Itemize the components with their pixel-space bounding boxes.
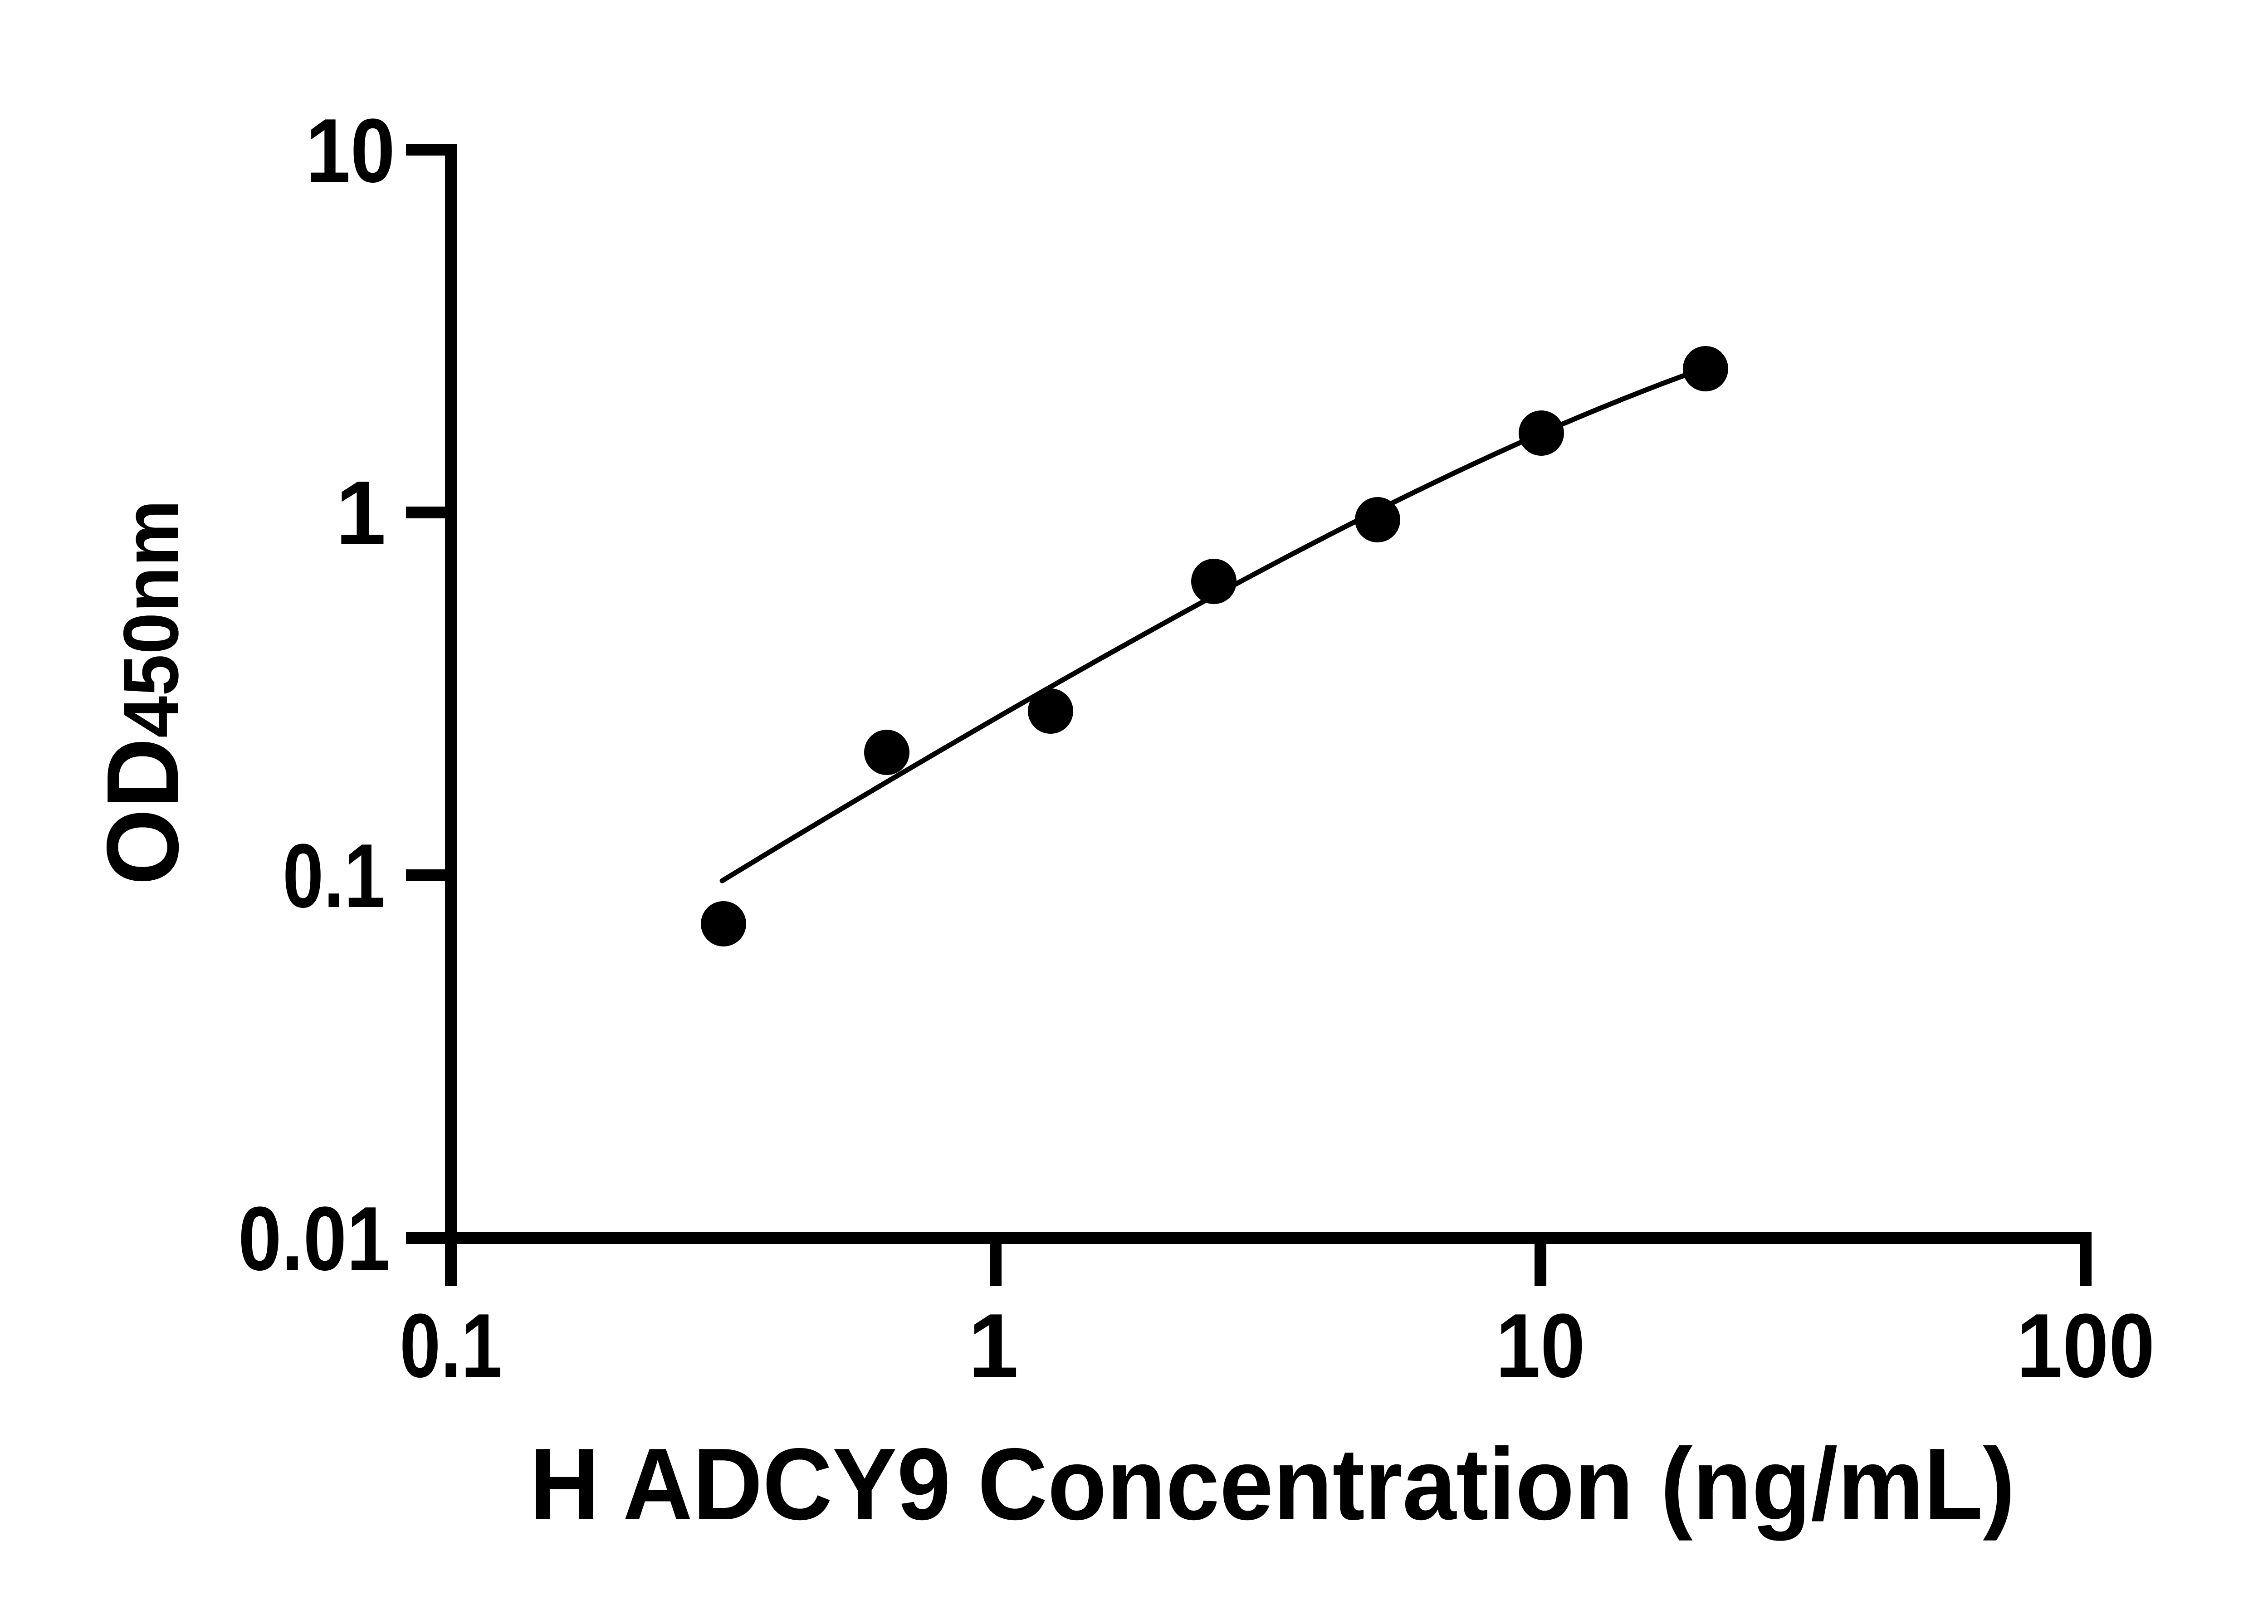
svg-text:0.01: 0.01	[238, 1188, 390, 1289]
svg-text:100: 100	[2017, 1295, 2155, 1396]
svg-text:10: 10	[306, 100, 395, 201]
svg-text:0.1: 0.1	[400, 1295, 502, 1396]
svg-text:1: 1	[968, 1295, 1018, 1396]
svg-text:H ADCY9 Concentration (ng/mL): H ADCY9 Concentration (ng/mL)	[530, 1427, 2015, 1541]
svg-text:0.1: 0.1	[283, 825, 385, 927]
svg-text:10: 10	[1496, 1295, 1585, 1396]
svg-text:1: 1	[336, 463, 386, 564]
